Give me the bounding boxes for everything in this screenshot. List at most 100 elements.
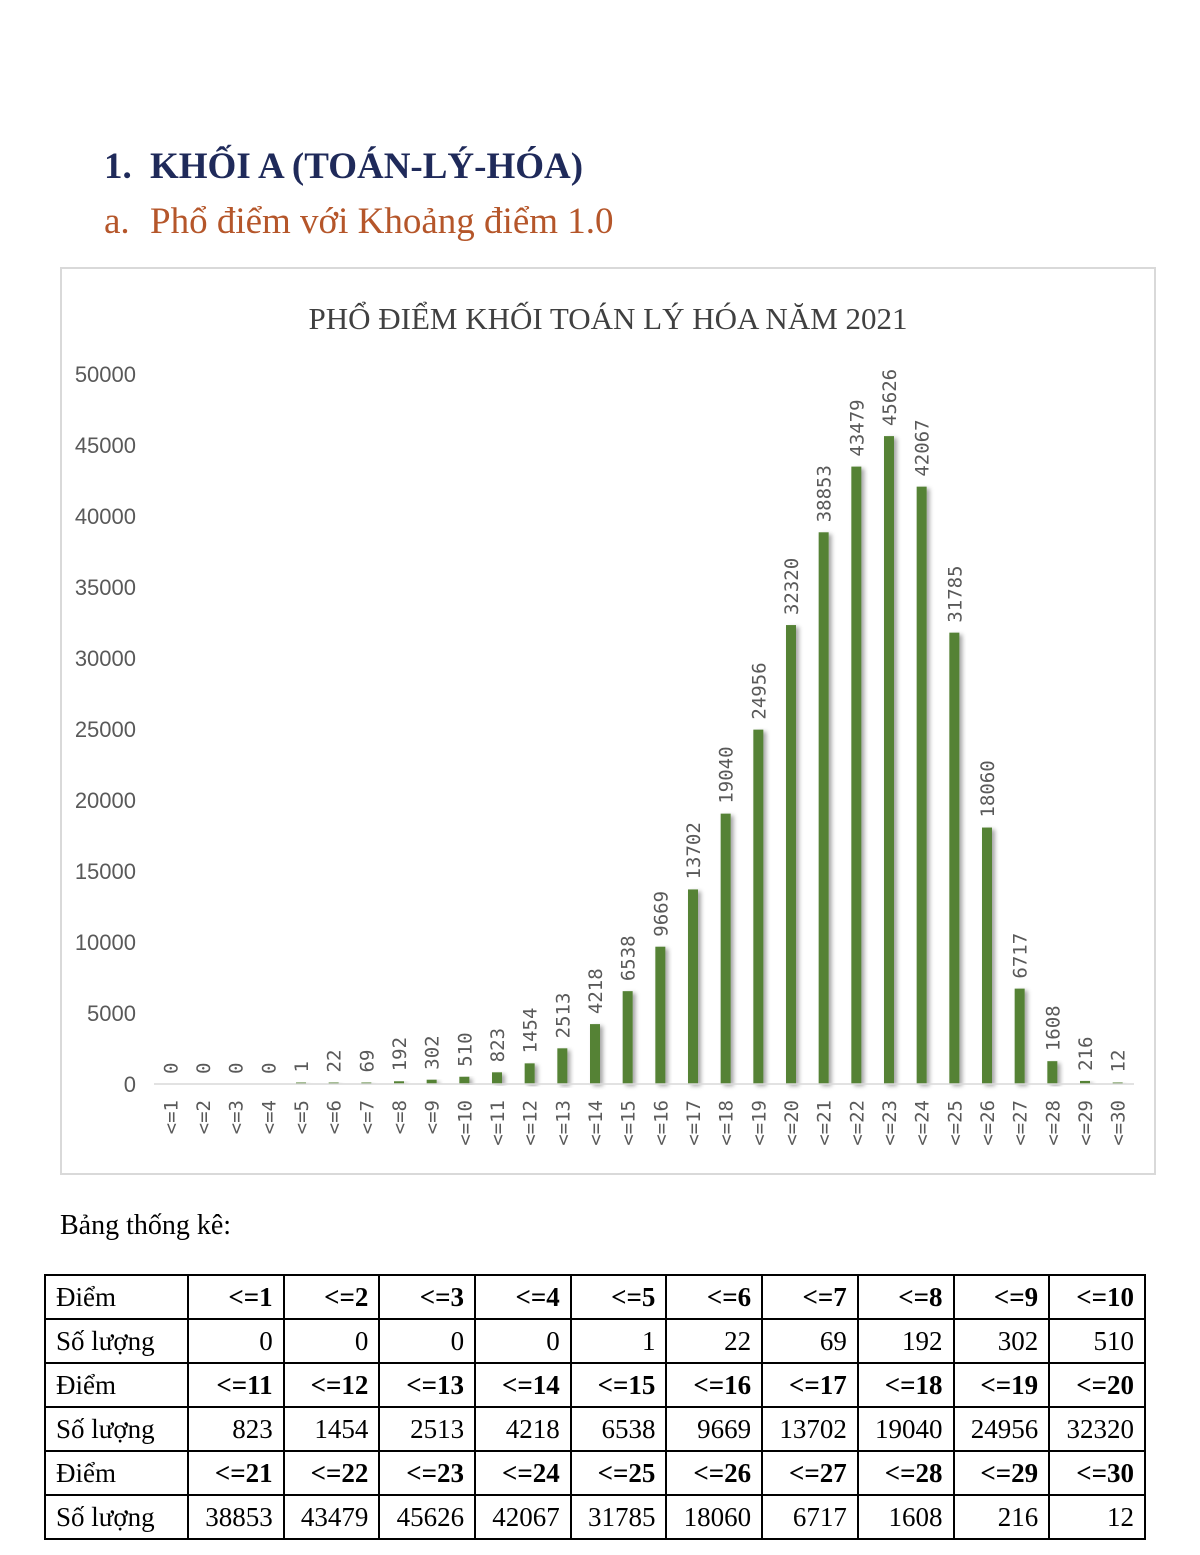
- count-cell: 13702: [761, 1406, 859, 1452]
- count-row: Số lượng 0 0 0 0 1 22 69 192 302 510: [44, 1318, 1146, 1364]
- score-cell: <=21: [187, 1450, 285, 1496]
- bar: [394, 1081, 404, 1084]
- chart-frame: PHỔ ĐIỂM KHỐI TOÁN LÝ HÓA NĂM 2021 0 5000…: [60, 267, 1156, 1175]
- x-tick-label: <=15: [618, 1100, 640, 1146]
- x-tick-label: <=28: [1042, 1100, 1064, 1146]
- bar-value-label: 18060: [977, 760, 999, 817]
- count-cell: 6717: [761, 1494, 859, 1540]
- score-cell: <=28: [856, 1450, 955, 1496]
- x-tick-label: <=1: [160, 1100, 182, 1134]
- count-cell: 1608: [856, 1494, 955, 1540]
- bar-value-label: 510: [454, 1032, 476, 1066]
- score-row-label: Điểm: [44, 1274, 189, 1320]
- bar-value-label: 9669: [650, 891, 672, 937]
- bar-value-label: 192: [389, 1037, 411, 1071]
- score-cell: <=16: [665, 1362, 764, 1408]
- count-cell: 19040: [856, 1406, 955, 1452]
- count-row-label: Số lượng: [44, 1494, 189, 1540]
- table-caption: Bảng thống kê:: [60, 1210, 232, 1241]
- bar-value-label: 216: [1075, 1037, 1097, 1071]
- count-cell: 2513: [378, 1406, 477, 1452]
- x-tick-label: <=18: [716, 1100, 738, 1146]
- bar-value-label: 6717: [1010, 933, 1032, 979]
- bar: [982, 827, 992, 1084]
- bar-chart: PHỔ ĐIỂM KHỐI TOÁN LÝ HÓA NĂM 2021 0 5000…: [75, 300, 1134, 1146]
- count-cell: 0: [187, 1318, 285, 1364]
- y-tick-label: 15000: [75, 859, 136, 884]
- bar: [688, 889, 698, 1084]
- score-cell: <=17: [761, 1362, 859, 1408]
- x-tick-label: <=10: [454, 1100, 476, 1146]
- bar-value-label: 1608: [1042, 1005, 1064, 1051]
- x-tick-label: <=24: [912, 1100, 934, 1146]
- bar-value-label: 0: [193, 1063, 215, 1074]
- count-cell: 18060: [665, 1494, 764, 1540]
- x-tick-label: <=17: [683, 1100, 705, 1146]
- bar-value-label: 6538: [618, 935, 640, 981]
- bar-value-label: 1: [291, 1061, 313, 1072]
- score-cell: <=5: [569, 1274, 668, 1320]
- count-cell: 0: [282, 1318, 381, 1364]
- bar: [786, 625, 796, 1084]
- x-tick-label: <=22: [846, 1100, 868, 1146]
- bar: [590, 1024, 600, 1084]
- bar: [916, 486, 927, 1084]
- x-tick-label: <=9: [422, 1100, 444, 1134]
- bar: [1014, 988, 1025, 1084]
- x-tick-label: <=12: [520, 1100, 542, 1146]
- bar-value-label: 4218: [585, 968, 607, 1014]
- chart-title: PHỔ ĐIỂM KHỐI TOÁN LÝ HÓA NĂM 2021: [308, 300, 907, 336]
- count-row: Số lượng 823 1454 2513 4218 6538 9669 13702 1904…: [44, 1406, 1146, 1452]
- score-cell: <=22: [282, 1450, 381, 1496]
- x-tick-label: <=21: [814, 1100, 836, 1146]
- score-cell: <=27: [761, 1450, 859, 1496]
- section-number: 1.: [104, 146, 132, 187]
- subsection-letter: a.: [104, 201, 130, 242]
- count-cell: 45626: [378, 1494, 477, 1540]
- x-tick-label: <=29: [1075, 1100, 1097, 1146]
- bar: [459, 1076, 470, 1084]
- bar: [524, 1063, 535, 1084]
- score-row: Điểm <=21 <=22 <=23 <=24 <=25 <=26 <=27 <=28 <=29…: [44, 1450, 1146, 1496]
- statistics-table: Điểm <=1 <=2 <=3 <=4 <=5 <=6 <=7 <=8 <=9 <=10 Số lư…: [44, 1274, 1146, 1540]
- bar: [426, 1079, 437, 1084]
- count-cell: 31785: [569, 1494, 668, 1540]
- score-cell: <=15: [569, 1362, 668, 1408]
- count-cell: 216: [952, 1494, 1051, 1540]
- count-cell: 6538: [569, 1406, 668, 1452]
- subsection-title: Phổ điểm với Khoảng điểm 1.0: [150, 201, 614, 242]
- x-tick-label: <=16: [650, 1100, 672, 1146]
- count-cell: 192: [856, 1318, 955, 1364]
- y-tick-label: 25000: [75, 717, 136, 742]
- score-cell: <=1: [187, 1274, 285, 1320]
- section-title: KHỐI A (TOÁN-LÝ-HÓA): [150, 146, 584, 187]
- score-cell: <=10: [1048, 1274, 1146, 1320]
- score-row-label: Điểm: [44, 1450, 189, 1496]
- y-tick-label: 30000: [75, 646, 136, 671]
- subsection-heading: a. Phổ điểm với Khoảng điểm 1.0: [104, 200, 614, 243]
- section-heading: 1. KHỐI A (TOÁN-LÝ-HÓA): [104, 145, 583, 188]
- y-tick-label: 35000: [75, 575, 136, 600]
- y-tick-label: 45000: [75, 433, 136, 458]
- y-axis: 0 5000 10000 15000 20000 25000 30000 35000 40000…: [75, 362, 136, 1097]
- bar: [720, 813, 731, 1084]
- bar-value-label: 32320: [781, 558, 803, 615]
- count-cell: 823: [187, 1406, 285, 1452]
- score-cell: <=26: [665, 1450, 764, 1496]
- count-cell: 24956: [952, 1406, 1051, 1452]
- bar: [753, 729, 764, 1084]
- bar: [622, 991, 633, 1084]
- x-tick-label: <=30: [1108, 1100, 1130, 1146]
- score-cell: <=7: [761, 1274, 859, 1320]
- bar-value-label: 24956: [748, 662, 770, 719]
- bar-value-label: 45626: [879, 369, 901, 426]
- count-cell: 1: [569, 1318, 668, 1364]
- count-cell: 0: [378, 1318, 477, 1364]
- bar-value-label: 0: [258, 1063, 280, 1074]
- x-tick-label: <=2: [193, 1100, 215, 1134]
- bar-value-label: 42067: [912, 419, 934, 476]
- bar-value-label: 823: [487, 1028, 509, 1062]
- bar: [818, 532, 829, 1084]
- score-cell: <=12: [282, 1362, 381, 1408]
- y-tick-label: 5000: [87, 1001, 136, 1026]
